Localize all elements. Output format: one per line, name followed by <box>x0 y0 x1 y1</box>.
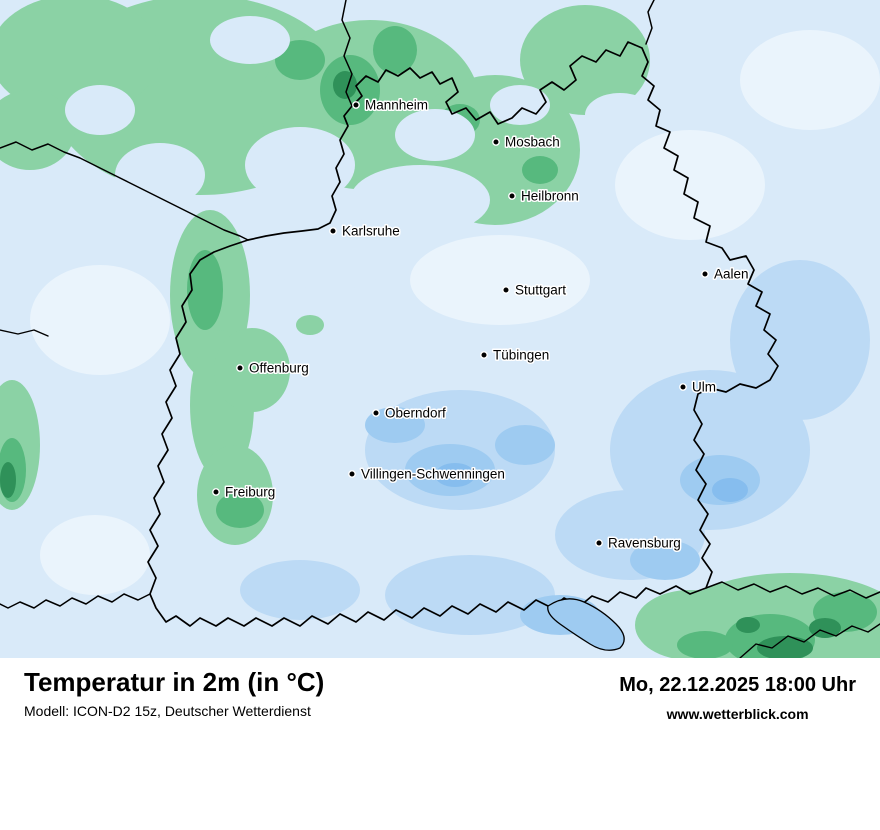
city-dot <box>701 270 709 278</box>
city-label: Karlsruhe <box>342 224 400 239</box>
region-borders <box>0 0 880 658</box>
city-dot <box>348 470 356 478</box>
city-dot <box>595 539 603 547</box>
page-title: Temperatur in 2m (in °C) <box>24 667 325 697</box>
city-label: Ulm <box>692 380 716 395</box>
city-label: Tübingen <box>493 348 549 363</box>
city-dot <box>508 192 516 200</box>
city-dot <box>352 101 360 109</box>
city-dot <box>372 409 380 417</box>
city-label: Mosbach <box>505 135 560 150</box>
model-info: Modell: ICON-D2 15z, Deutscher Wetterdie… <box>24 702 311 719</box>
city-label: Freiburg <box>225 485 275 500</box>
city-dot <box>212 488 220 496</box>
city-label: Oberndorf <box>385 406 446 421</box>
city-dot <box>502 286 510 294</box>
city-label: Ravensburg <box>608 536 681 551</box>
city-dot <box>236 364 244 372</box>
city-label: Aalen <box>714 267 749 282</box>
temperature-map: Mannheim Mosbach Heilbronn Karlsruhe Stuttga… <box>0 0 880 658</box>
website-link[interactable]: www.wetterblick.com <box>666 706 809 722</box>
city-label: Villingen-Schwenningen <box>361 467 505 482</box>
city-label: Heilbronn <box>521 189 579 204</box>
city-layer: Mannheim Mosbach Heilbronn Karlsruhe Stuttga… <box>212 96 750 552</box>
city-dot <box>480 351 488 359</box>
map-footer: Temperatur in 2m (in °C) Modell: ICON-D2… <box>0 658 880 830</box>
city-dot <box>329 227 337 235</box>
city-label: Offenburg <box>249 361 309 376</box>
timestamp: Mo, 22.12.2025 18:00 Uhr <box>619 674 856 696</box>
city-label: Mannheim <box>365 98 428 113</box>
city-dot <box>679 383 687 391</box>
city-label: Stuttgart <box>515 283 566 298</box>
city-dot <box>492 138 500 146</box>
lake-constance <box>547 598 625 651</box>
